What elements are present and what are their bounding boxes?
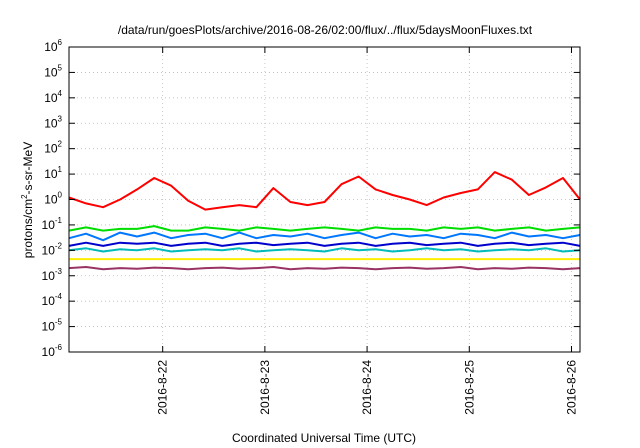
x-tick-label: 2016-8-26 bbox=[564, 360, 578, 415]
y-axis-label: protons/cm2-s-sr-MeV bbox=[20, 142, 35, 258]
y-tick-label: 10-3 bbox=[42, 267, 63, 283]
y-axis-label-suffix: -s-sr-MeV bbox=[21, 142, 35, 195]
y-tick-label: 10-6 bbox=[42, 343, 63, 359]
chart-title: /data/run/goesPlots/archive/2016-08-26/0… bbox=[118, 23, 533, 37]
y-axis-label-prefix: protons/cm bbox=[21, 199, 35, 258]
svg-text:protons/cm2-s-sr-MeV: protons/cm2-s-sr-MeV bbox=[20, 142, 35, 258]
y-tick-label: 104 bbox=[44, 89, 62, 105]
y-tick-label: 101 bbox=[44, 165, 62, 181]
y-tick-label: 10-1 bbox=[42, 216, 63, 232]
series-line-3 bbox=[68, 231, 581, 242]
y-tick-label: 100 bbox=[44, 191, 62, 207]
x-axis-label: Coordinated Universal Time (UTC) bbox=[232, 431, 416, 445]
y-tick-label: 102 bbox=[44, 140, 62, 156]
series-line-1 bbox=[68, 171, 581, 211]
series-line-2 bbox=[68, 225, 581, 232]
series-line-7 bbox=[68, 266, 581, 271]
y-axis-label-sup: 2 bbox=[20, 194, 29, 199]
x-tick-label: 2016-8-24 bbox=[360, 360, 374, 415]
series-line-4 bbox=[68, 241, 581, 247]
grid bbox=[69, 47, 580, 352]
y-tick-label: 10-5 bbox=[42, 318, 63, 334]
y-tick-label: 10-2 bbox=[42, 241, 63, 257]
y-tick-label: 105 bbox=[44, 63, 62, 79]
y-tick-label: 103 bbox=[44, 114, 62, 130]
series-lines bbox=[68, 171, 581, 271]
y-tick-label: 106 bbox=[44, 38, 62, 54]
axis-ticks: 10-6 10-5 10-4 10-3 10-2 10-1 100 101 102 103 104 1… bbox=[42, 38, 580, 415]
y-tick-label: 10-4 bbox=[42, 292, 63, 308]
x-tick-label: 2016-8-22 bbox=[156, 360, 170, 415]
x-tick-label: 2016-8-23 bbox=[258, 360, 272, 415]
series-line-5 bbox=[68, 247, 581, 253]
x-tick-label: 2016-8-25 bbox=[462, 360, 476, 415]
